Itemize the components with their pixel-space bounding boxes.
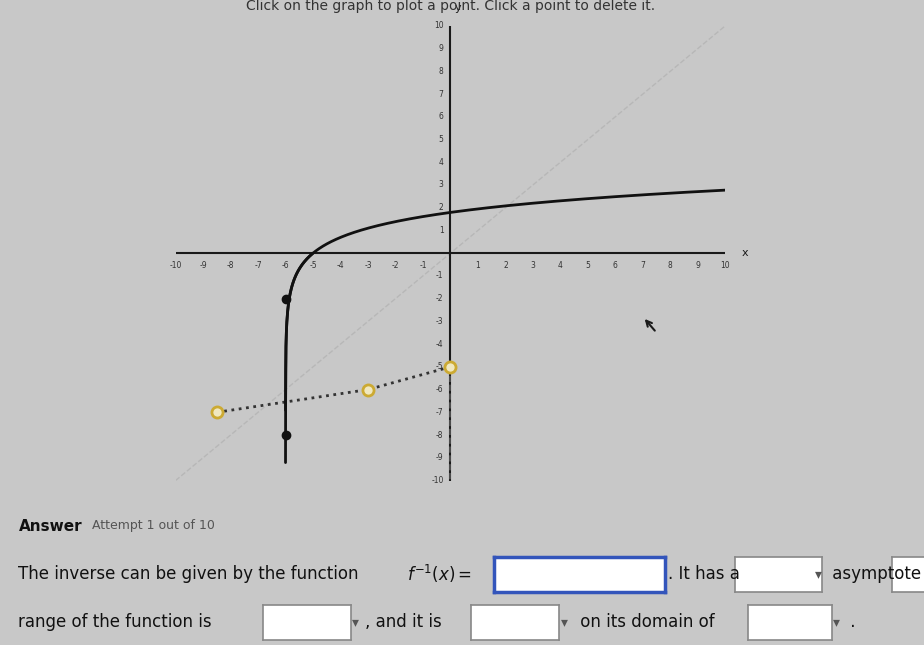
- Text: on its domain of: on its domain of: [575, 613, 714, 631]
- Text: 6: 6: [439, 112, 444, 121]
- Text: -7: -7: [254, 261, 261, 270]
- Text: asymptote of: asymptote of: [827, 565, 924, 583]
- Text: . It has a: . It has a: [668, 565, 740, 583]
- Text: -6: -6: [282, 261, 289, 270]
- Text: The inverse can be given by the function: The inverse can be given by the function: [18, 565, 364, 583]
- Text: Attempt 1 out of 10: Attempt 1 out of 10: [92, 519, 215, 532]
- Text: -4: -4: [436, 340, 444, 348]
- Text: 7: 7: [439, 90, 444, 99]
- Text: ▾: ▾: [561, 615, 568, 630]
- Text: 3: 3: [530, 261, 535, 270]
- Text: -9: -9: [436, 453, 444, 462]
- Text: -1: -1: [436, 272, 444, 281]
- Text: -1: -1: [419, 261, 427, 270]
- Text: -4: -4: [336, 261, 345, 270]
- Text: -2: -2: [392, 261, 399, 270]
- Text: , and it is: , and it is: [365, 613, 442, 631]
- Text: -6: -6: [436, 385, 444, 394]
- Text: -2: -2: [436, 294, 444, 303]
- Text: -10: -10: [432, 476, 444, 485]
- Text: -5: -5: [436, 362, 444, 372]
- Text: -8: -8: [226, 261, 235, 270]
- Text: 4: 4: [558, 261, 563, 270]
- Text: 9: 9: [439, 44, 444, 53]
- Text: 4: 4: [439, 158, 444, 166]
- Text: 6: 6: [613, 261, 618, 270]
- Text: -8: -8: [436, 431, 444, 439]
- Text: -3: -3: [364, 261, 371, 270]
- Text: 5: 5: [439, 135, 444, 144]
- Text: ▾: ▾: [352, 615, 359, 630]
- Text: 7: 7: [640, 261, 645, 270]
- Text: 2: 2: [503, 261, 508, 270]
- Text: -9: -9: [200, 261, 207, 270]
- Text: -7: -7: [436, 408, 444, 417]
- Text: ▾: ▾: [815, 567, 822, 581]
- Text: $f^{-1}(x)=$: $f^{-1}(x)=$: [407, 563, 471, 585]
- Text: 5: 5: [586, 261, 590, 270]
- Text: 10: 10: [434, 21, 444, 30]
- Text: ▾: ▾: [833, 615, 841, 630]
- Text: 10: 10: [721, 261, 730, 270]
- Text: .: .: [845, 613, 856, 631]
- Text: Answer: Answer: [18, 519, 82, 534]
- Text: 1: 1: [476, 261, 480, 270]
- Text: 2: 2: [439, 203, 444, 212]
- Text: -10: -10: [169, 261, 182, 270]
- Text: 3: 3: [439, 181, 444, 190]
- Text: 9: 9: [696, 261, 700, 270]
- Text: 1: 1: [439, 226, 444, 235]
- Text: -5: -5: [310, 261, 317, 270]
- Text: 8: 8: [668, 261, 673, 270]
- Text: 8: 8: [439, 67, 444, 75]
- Text: Click on the graph to plot a point. Click a point to delete it.: Click on the graph to plot a point. Clic…: [246, 0, 655, 13]
- Text: -3: -3: [436, 317, 444, 326]
- Text: y: y: [455, 3, 461, 14]
- Text: range of the function is: range of the function is: [18, 613, 213, 631]
- Text: x: x: [742, 248, 748, 258]
